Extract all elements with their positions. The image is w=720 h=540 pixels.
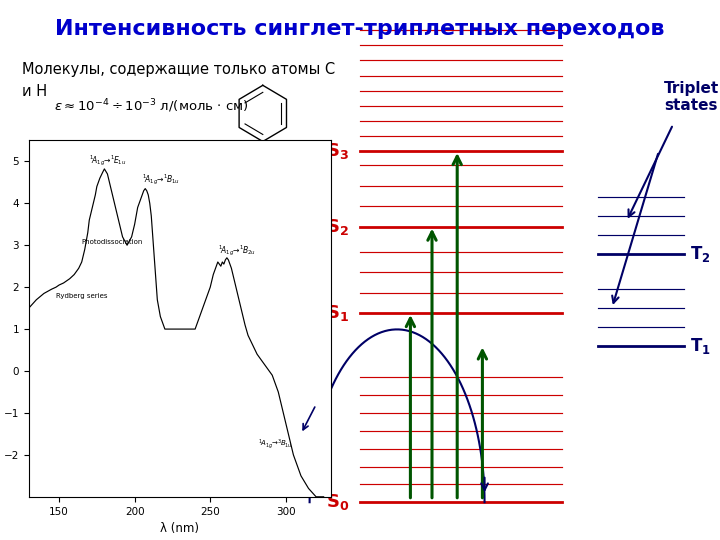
Text: $\mathbf{S_2}$: $\mathbf{S_2}$ [326, 217, 349, 237]
Text: $^1\!A_{1g}\!\rightarrow\!^1\!B_{1u}$: $^1\!A_{1g}\!\rightarrow\!^1\!B_{1u}$ [142, 172, 180, 186]
Text: Rydberg series: Rydberg series [56, 293, 107, 299]
Text: $\varepsilon \approx 10^{-4} \div 10^{-3}$ л/(моль $\cdot$ см): $\varepsilon \approx 10^{-4} \div 10^{-3… [54, 97, 248, 115]
Text: и Н: и Н [22, 84, 47, 99]
Text: $^1\!A_{1g}\!\rightarrow\!^1\!B_{2u}$: $^1\!A_{1g}\!\rightarrow\!^1\!B_{2u}$ [218, 244, 256, 258]
Text: $^1\!A_{1g}\!\rightarrow\!^3\!B_{1u}$: $^1\!A_{1g}\!\rightarrow\!^3\!B_{1u}$ [258, 437, 292, 451]
Text: Triplet
states: Triplet states [664, 81, 719, 113]
Text: $^1\!A_{1g}\!\rightarrow\!^1\!E_{1u}$: $^1\!A_{1g}\!\rightarrow\!^1\!E_{1u}$ [89, 153, 127, 167]
Text: $\mathbf{S_3}$: $\mathbf{S_3}$ [326, 141, 349, 161]
Text: $\mathbf{S_1}$: $\mathbf{S_1}$ [326, 303, 349, 323]
Text: Интенсивность синглет-триплетных переходов: Интенсивность синглет-триплетных переход… [55, 19, 665, 39]
Text: $\mathbf{T_1}$: $\mathbf{T_1}$ [690, 335, 711, 356]
Text: Photodissociation: Photodissociation [81, 239, 143, 245]
Text: $\mathbf{S_0}$: $\mathbf{S_0}$ [326, 492, 349, 512]
Text: $\mathbf{T_2}$: $\mathbf{T_2}$ [690, 244, 710, 264]
X-axis label: λ (nm): λ (nm) [161, 522, 199, 535]
Text: Молекулы, содержащие только атомы С: Молекулы, содержащие только атомы С [22, 62, 335, 77]
